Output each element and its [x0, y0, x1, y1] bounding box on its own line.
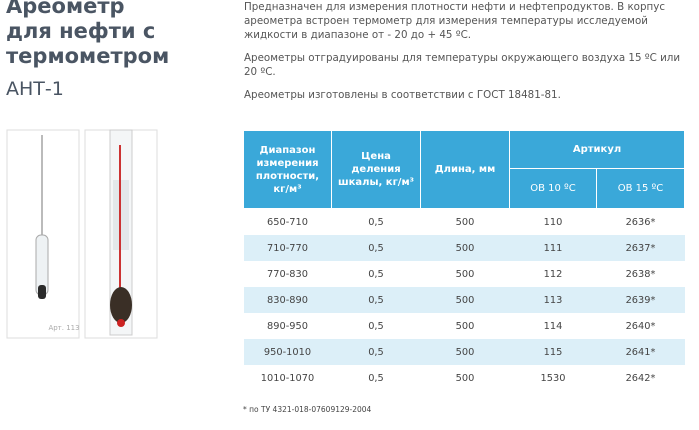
table-row: 650-710 0,5 500 110 2636* [244, 209, 685, 236]
title-line: термометром [6, 44, 170, 68]
hydrometer-tip [117, 319, 125, 327]
table-cell: 500 [455, 372, 475, 384]
description: Предназначен для измерения плотности неф… [244, 0, 694, 111]
subheader-cell: ОВ 15 ºС [596, 168, 685, 209]
table-cell: 2636* [625, 216, 656, 228]
header-cell: Длина, мм [420, 130, 510, 209]
table-cell: 0,5 [368, 268, 384, 280]
table-cell: 112 [543, 268, 563, 280]
table-cell: 113 [509, 287, 597, 313]
table-row: 950-1010 0,5 500 115 2641* [243, 339, 685, 365]
table-cell: 500 [455, 320, 475, 332]
table-cell: 0,5 [368, 216, 384, 228]
table-cell: 0,5 [368, 372, 384, 384]
header-cell: Артикул [509, 130, 685, 169]
product-images: Арт. 113 [6, 129, 158, 339]
table-cell: 0,5 [331, 235, 421, 261]
table-row: 830-890 0,5 500 113 2639* [243, 287, 685, 313]
hydrometer-weight [110, 287, 132, 323]
table-row: 890-950 0,5 500 114 2640* [244, 313, 685, 339]
image-caption: Арт. 113 [48, 324, 79, 332]
table-cell: 110 [543, 216, 563, 228]
table-cell: 1010-1070 [260, 372, 315, 384]
table-cell: 500 [455, 268, 475, 280]
table-row: 1010-1070 0,5 500 1530 2642* [244, 365, 685, 391]
table-row: 770-830 0,5 500 112 2638* [244, 261, 685, 287]
title-line: для нефти с [6, 19, 156, 43]
table-cell: 950-1010 [243, 339, 332, 365]
table-cell: 2638* [625, 268, 656, 280]
table-cell: 0,5 [368, 320, 384, 332]
table-cell: 500 [455, 216, 475, 228]
table-cell: 115 [509, 339, 597, 365]
table-cell: 500 [420, 339, 510, 365]
table-cell: 650-710 [267, 216, 308, 228]
table-cell: 770-830 [267, 268, 308, 280]
hydrometer-stem [41, 135, 43, 245]
title-line: Ареометр [6, 0, 125, 18]
table-cell: 500 [420, 235, 510, 261]
table-cell: 1530 [540, 372, 566, 384]
subtitle: АНТ-1 [6, 78, 64, 100]
table-cell: 2637* [596, 235, 685, 261]
table-cell: 111 [509, 235, 597, 261]
paragraph: Ареометры отградуированы для температуры… [244, 52, 681, 78]
header-cell: Цена деления шкалы, кг/м³ [331, 130, 421, 209]
table-cell: 830-890 [243, 287, 332, 313]
title: Ареометр для нефти с термометром [6, 0, 169, 69]
table-cell: 2640* [625, 320, 656, 332]
thermometer-column [119, 145, 121, 295]
table-cell: 2641* [596, 339, 685, 365]
subheader-cell: ОВ 10 ºС [509, 168, 597, 209]
table-cell: 0,5 [331, 287, 421, 313]
table-cell: 2642* [625, 372, 656, 384]
footnote: * по ТУ 4321-018-07609129-2004 [243, 405, 372, 414]
hydrometer-weight [38, 285, 46, 299]
table-cell: 710-770 [243, 235, 332, 261]
table-cell: 114 [543, 320, 563, 332]
table-cell: 890-950 [267, 320, 308, 332]
header-cell: Диапазон измерения плотности, кг/м³ [243, 130, 332, 209]
table-cell: 0,5 [331, 339, 421, 365]
paragraph: Предназначен для измерения плотности неф… [244, 1, 665, 41]
spec-table: Диапазон измерения плотности, кг/м³ Цена… [243, 130, 685, 391]
paragraph: Ареометры изготовлены в соответствии с Г… [244, 89, 561, 101]
table-row: 710-770 0,5 500 111 2637* [243, 235, 685, 261]
table-body: 650-710 0,5 500 110 2636* 710-770 0,5 500 111 263… [243, 209, 685, 392]
table-cell: 2639* [596, 287, 685, 313]
table-cell: 500 [420, 287, 510, 313]
